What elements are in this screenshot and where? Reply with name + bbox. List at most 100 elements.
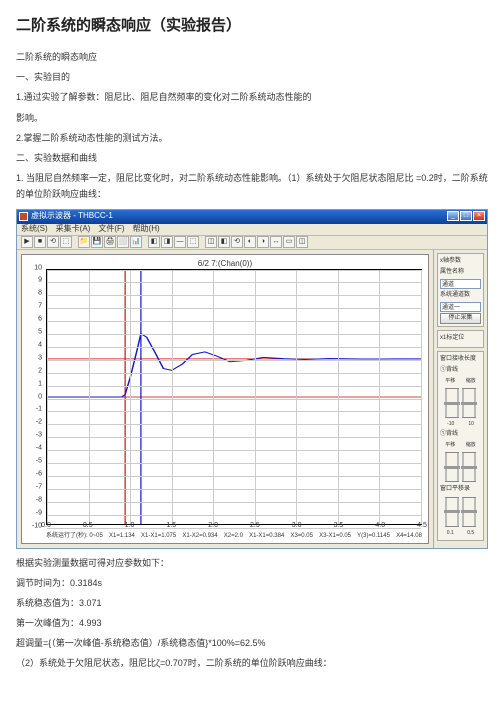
app-icon: [19, 212, 28, 221]
toolbar-button[interactable]: 📊: [130, 236, 142, 248]
x-tick-label: 1.0: [125, 520, 135, 533]
gridline: [47, 360, 421, 361]
section-title: x1标定位: [440, 333, 481, 344]
zoom-slider[interactable]: [462, 388, 476, 418]
axis-select[interactable]: 通道: [440, 279, 481, 289]
toolbar-button[interactable]: ↔: [270, 236, 282, 248]
gridline: [89, 270, 90, 524]
pan-slider-2[interactable]: [445, 452, 459, 482]
field-label: 属性名称: [440, 267, 481, 278]
oscilloscope-window: 虚拟示波器 - THBCC-1 _ □ × 系统(S) 采集卡(A) 文件(F)…: [16, 209, 488, 549]
x-tick-label: 0.0: [41, 520, 51, 533]
toolbar-button[interactable]: 🖨: [104, 236, 116, 248]
channel-select[interactable]: 通道一: [440, 302, 481, 312]
pan-slider[interactable]: [445, 388, 459, 418]
toolbar-button[interactable]: ◫: [296, 236, 308, 248]
toolbar-button[interactable]: ◧: [148, 236, 160, 248]
window-length-section: 窗口接收长度 ①背线 平移 缩放 -10 10 ①背线 平移 缩放: [437, 351, 484, 541]
chart-region: 6/2 7:(Chan(0)) 系统运行了(秒): 0~05X1=1.134X1…: [21, 254, 429, 544]
toolbar-button[interactable]: ▶: [21, 236, 33, 248]
toolbar-button[interactable]: ⬚: [60, 236, 72, 248]
gridline: [255, 270, 256, 524]
gridline: [47, 334, 421, 335]
toolbar-button[interactable]: ◫: [205, 236, 217, 248]
toolbar-button[interactable]: ⟲: [47, 236, 59, 248]
workspace: 6/2 7:(Chan(0)) 系统运行了(秒): 0~05X1=1.134X1…: [17, 250, 487, 548]
toolbar-button[interactable]: ⟲: [231, 236, 243, 248]
status-bar: 系统运行了(秒): 0~05X1=1.134X1-X1=1.075X1-X2=0…: [46, 531, 422, 542]
toolbar-button[interactable]: ⬜: [117, 236, 129, 248]
y-tick-label: 7: [24, 301, 42, 314]
toolbar-button[interactable]: ⬚: [187, 236, 199, 248]
maximize-button[interactable]: □: [460, 211, 472, 221]
toolbar-button[interactable]: 📁: [78, 236, 90, 248]
gridline: [47, 502, 421, 503]
close-button[interactable]: ×: [473, 211, 485, 221]
gridline: [47, 270, 421, 271]
toolbar-button[interactable]: 💾: [91, 236, 103, 248]
menu-item[interactable]: 系统(S): [21, 222, 48, 236]
section-title: x轴参数: [440, 256, 481, 267]
plot-area[interactable]: [46, 269, 422, 525]
window-zoom-slider[interactable]: [462, 497, 476, 527]
x-tick-label: 3.5: [334, 520, 344, 533]
toolbar-button[interactable]: ▭: [283, 236, 295, 248]
slider-label: 缩放: [466, 377, 476, 386]
y-tick-label: 6: [24, 314, 42, 327]
gridline: [47, 411, 421, 412]
toolbar-button[interactable]: ■: [34, 236, 46, 248]
zoom-slider-2[interactable]: [462, 452, 476, 482]
y-tick-label: 2: [24, 365, 42, 378]
gridline: [47, 489, 421, 490]
result-line: 系统稳态值为：3.071: [16, 595, 488, 611]
cursor-section: x1标定位: [437, 330, 484, 348]
y-tick-label: -2: [24, 417, 42, 430]
field-label: 系统通道数: [440, 290, 481, 301]
gridline: [47, 528, 421, 529]
menu-bar: 系统(S) 采集卡(A) 文件(F) 帮助(H): [17, 224, 487, 236]
toolbar-button[interactable]: ◑: [257, 236, 269, 248]
toolbar-button[interactable]: ◨: [161, 236, 173, 248]
intro-line: 2.掌握二阶系统动态性能的测试方法。: [16, 130, 488, 146]
gridline: [47, 373, 421, 374]
minimize-button[interactable]: _: [447, 211, 459, 221]
intro-line: 二阶系统的瞬态响应: [16, 49, 488, 65]
y-tick-label: 9: [24, 275, 42, 288]
menu-item[interactable]: 文件(F): [98, 222, 124, 236]
gridline: [47, 308, 421, 309]
y-tick-label: 0: [24, 391, 42, 404]
slider-label: 平移: [445, 377, 455, 386]
y-tick-label: 3: [24, 353, 42, 366]
window-pan-slider[interactable]: [445, 497, 459, 527]
slider-title: ①背线: [440, 365, 481, 376]
menu-item[interactable]: 帮助(H): [133, 222, 160, 236]
gridline: [47, 321, 421, 322]
toolbar-button[interactable]: ◐: [244, 236, 256, 248]
gridline: [379, 270, 380, 524]
gridline: [47, 437, 421, 438]
slider-label: 平移: [445, 441, 455, 450]
y-tick-label: -1: [24, 404, 42, 417]
x-tick-label: 2.0: [208, 520, 218, 533]
result-line: 超调量={（第一次峰值-系统稳态值）/系统稳态值}*100%=62.5%: [16, 635, 488, 651]
side-panel: x轴参数 属性名称 通道 系统通道数 通道一 停止采集 x1标定位 窗口接收长度…: [433, 250, 487, 548]
toolbar-button[interactable]: —: [174, 236, 186, 248]
intro-line: 影响。: [16, 110, 488, 126]
scale-value: -10: [447, 420, 454, 429]
result-line: （2）系统处于欠阻尼状态，阻尼比ζ=0.707时，二阶系统的单位阶跃响应曲线：: [16, 655, 488, 671]
gridline: [47, 295, 421, 296]
y-tick-label: -4: [24, 443, 42, 456]
toolbar-button[interactable]: ◧: [218, 236, 230, 248]
gridline: [47, 270, 48, 524]
x-tick-label: 1.5: [166, 520, 176, 533]
titlebar[interactable]: 虚拟示波器 - THBCC-1 _ □ ×: [17, 210, 487, 224]
bottom-val: 0.5: [467, 529, 474, 538]
y-tick-label: 1: [24, 378, 42, 391]
gridline: [296, 270, 297, 524]
menu-item[interactable]: 采集卡(A): [56, 222, 91, 236]
y-tick-label: -6: [24, 469, 42, 482]
bottom-val: 0.1: [447, 529, 454, 538]
y-tick-label: -9: [24, 507, 42, 520]
y-tick-label: -5: [24, 456, 42, 469]
stop-button[interactable]: 停止采集: [440, 313, 481, 324]
